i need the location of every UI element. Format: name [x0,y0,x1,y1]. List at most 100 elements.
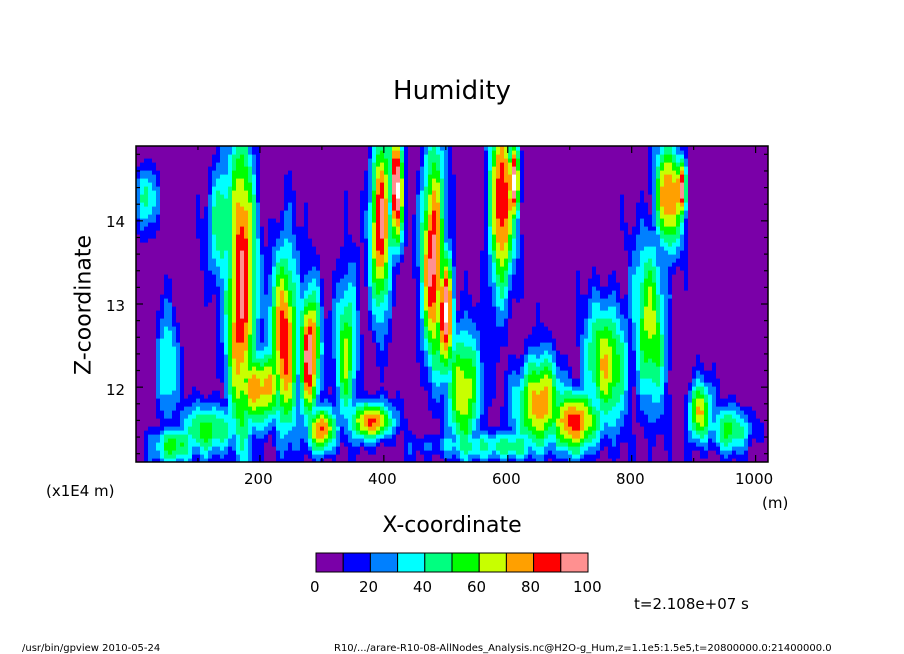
heatmap-cell [180,182,185,187]
heatmap-cell [160,418,165,423]
heatmap-cell [284,354,289,359]
heatmap-cell [332,434,337,439]
heatmap-cell [280,350,285,355]
heatmap-cell [232,174,237,179]
heatmap-cell [248,242,253,247]
heatmap-cell [172,434,177,439]
heatmap-cell [172,398,177,403]
heatmap-cell [256,298,261,303]
heatmap-cell [252,438,257,443]
heatmap-cell [324,414,329,419]
heatmap-cell [168,406,173,411]
heatmap-cell [244,450,249,455]
heatmap-cell [192,282,197,287]
heatmap-cell [164,198,169,203]
heatmap-cell [248,162,253,167]
heatmap-cell [156,206,161,211]
heatmap-cell [228,306,233,311]
heatmap-cell [244,194,249,199]
heatmap-cell [164,274,169,279]
heatmap-cell [300,322,305,327]
heatmap-cell [276,334,281,339]
heatmap-cell [156,386,161,391]
heatmap-cell [188,234,193,239]
heatmap-cell [196,414,201,419]
heatmap-cell [268,262,273,267]
heatmap-cell [168,438,173,443]
heatmap-cell [164,438,169,443]
heatmap-cell [156,298,161,303]
heatmap-cell [292,166,297,171]
heatmap-cell [252,318,257,323]
heatmap-cell [376,334,381,339]
heatmap-cell [232,214,237,219]
heatmap-cell [220,318,225,323]
heatmap-cell [176,266,181,271]
heatmap-cell [280,178,285,183]
heatmap-cell [140,338,145,343]
heatmap-cell [376,342,381,347]
heatmap-cell [228,270,233,275]
heatmap-cell [280,434,285,439]
heatmap-cell [280,298,285,303]
heatmap-cell [148,186,153,191]
heatmap-cell [272,338,277,343]
heatmap-cell [264,334,269,339]
heatmap-cell [328,174,333,179]
heatmap-cell [308,150,313,155]
heatmap-cell [304,338,309,343]
heatmap-cell [336,342,341,347]
heatmap-cell [308,418,313,423]
heatmap-cell [208,310,213,315]
heatmap-cell [328,198,333,203]
heatmap-cell [336,234,341,239]
heatmap-cell [364,390,369,395]
heatmap-cell [296,166,301,171]
heatmap-cell [204,382,209,387]
heatmap-cell [172,174,177,179]
heatmap-cell [192,402,197,407]
heatmap-cell [260,410,265,415]
heatmap-cell [340,198,345,203]
heatmap-cell [260,158,265,163]
heatmap-cell [176,290,181,295]
heatmap-cell [244,366,249,371]
heatmap-cell [180,350,185,355]
heatmap-cell [244,242,249,247]
heatmap-cell [196,318,201,323]
heatmap-cell [180,154,185,159]
heatmap-cell [340,226,345,231]
heatmap-cell [144,394,149,399]
heatmap-cell [344,434,349,439]
heatmap-cell [236,430,241,435]
heatmap-cell [164,418,169,423]
heatmap-cell [204,442,209,447]
heatmap-cell [332,378,337,383]
heatmap-cell [212,274,217,279]
heatmap-cell [236,358,241,363]
heatmap-cell [340,146,345,151]
heatmap-cell [140,258,145,263]
heatmap-cell [296,358,301,363]
heatmap-cell [280,282,285,287]
heatmap-cell [272,202,277,207]
heatmap-cell [264,234,269,239]
heatmap-cell [228,290,233,295]
heatmap-cell [336,346,341,351]
heatmap-cell [240,382,245,387]
heatmap-cell [196,238,201,243]
heatmap-cell [292,354,297,359]
heatmap-cell [344,182,349,187]
heatmap-cell [212,322,217,327]
heatmap-cell [348,238,353,243]
heatmap-cell [152,338,157,343]
heatmap-cell [184,322,189,327]
heatmap-cell [276,362,281,367]
heatmap-cell [324,174,329,179]
heatmap-cell [300,398,305,403]
heatmap-cell [360,154,365,159]
heatmap-cell [212,454,217,459]
heatmap-cell [332,266,337,271]
heatmap-cell [144,174,149,179]
heatmap-cell [332,178,337,183]
